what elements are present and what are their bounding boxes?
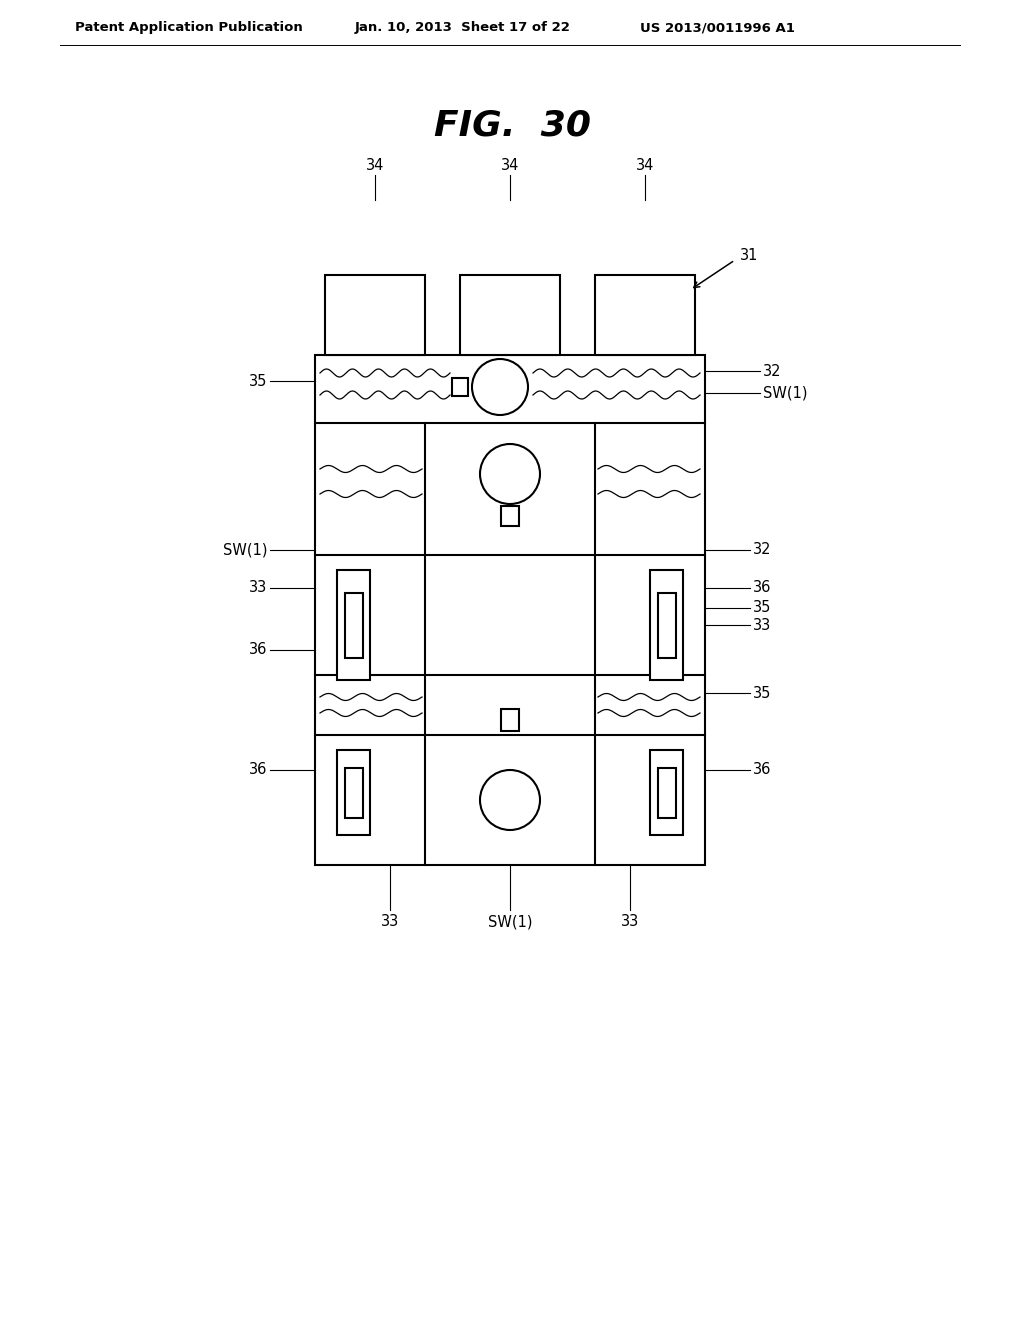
- Bar: [315, 355, 705, 865]
- Text: 36: 36: [249, 763, 267, 777]
- Bar: [595, 275, 695, 355]
- Text: US 2013/0011996 A1: US 2013/0011996 A1: [640, 21, 795, 34]
- Text: 35: 35: [753, 601, 771, 615]
- Text: 33: 33: [249, 581, 267, 595]
- Text: Jan. 10, 2013  Sheet 17 of 22: Jan. 10, 2013 Sheet 17 of 22: [355, 21, 570, 34]
- Bar: [344, 593, 362, 657]
- Text: FIG.  30: FIG. 30: [433, 108, 591, 143]
- Text: SW(1): SW(1): [487, 915, 532, 929]
- Text: 32: 32: [753, 543, 771, 557]
- Bar: [460, 275, 560, 355]
- Bar: [657, 593, 676, 657]
- Text: 36: 36: [249, 643, 267, 657]
- Bar: [337, 570, 370, 680]
- Text: 35: 35: [753, 685, 771, 701]
- Text: SW(1): SW(1): [222, 543, 267, 557]
- Bar: [657, 767, 676, 817]
- Text: 35: 35: [249, 374, 267, 388]
- Text: 34: 34: [366, 157, 384, 173]
- Text: 34: 34: [501, 157, 519, 173]
- Circle shape: [480, 444, 540, 504]
- Bar: [501, 709, 519, 731]
- Text: 33: 33: [381, 915, 399, 929]
- Text: 36: 36: [753, 581, 771, 595]
- Text: 34: 34: [636, 157, 654, 173]
- Circle shape: [480, 770, 540, 830]
- Text: SW(1): SW(1): [763, 385, 808, 400]
- Bar: [452, 378, 468, 396]
- Bar: [650, 750, 683, 836]
- Text: Patent Application Publication: Patent Application Publication: [75, 21, 303, 34]
- Text: 32: 32: [763, 363, 781, 379]
- Bar: [650, 570, 683, 680]
- Bar: [337, 750, 370, 836]
- Bar: [501, 506, 519, 525]
- Text: 31: 31: [740, 248, 759, 263]
- Text: 36: 36: [753, 763, 771, 777]
- Text: 33: 33: [621, 915, 639, 929]
- Bar: [325, 275, 425, 355]
- Bar: [344, 767, 362, 817]
- Text: 33: 33: [753, 618, 771, 632]
- Circle shape: [472, 359, 528, 414]
